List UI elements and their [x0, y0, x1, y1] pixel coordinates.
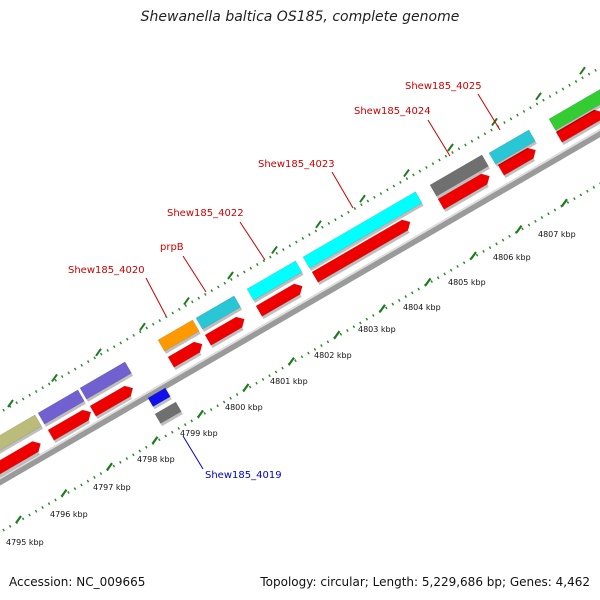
scale-label: 4803 kbp	[358, 325, 396, 334]
accession-text: Accession: NC_009665	[9, 575, 146, 589]
reverse-gene-6	[311, 219, 411, 285]
scale-label: 4798 kbp	[137, 455, 175, 464]
scale-label: 4795 kbp	[6, 538, 44, 547]
leader-line	[239, 221, 266, 261]
backbone-shadow	[0, 128, 600, 480]
gene-label[interactable]: Shew185_4024	[354, 106, 431, 117]
forward-gene-7	[429, 154, 490, 199]
leader-line	[477, 93, 501, 131]
backbone-line	[0, 130, 600, 486]
scale-label: 4806 kbp	[493, 253, 531, 262]
gene-label[interactable]: Shew185_4023	[258, 159, 335, 170]
outer-tick-row	[0, 66, 600, 414]
gene-label[interactable]: Shew185_4019	[205, 470, 282, 481]
topology-text: Topology: circular; Length: 5,229,686 bp…	[260, 575, 590, 589]
gene-label[interactable]: Shew185_4022	[167, 208, 244, 219]
reverse-gene-7	[437, 173, 490, 212]
forward-gene-4	[195, 295, 243, 332]
gene-labels: Shew185_4020 prpB Shew185_4022 Shew185_4023…	[68, 81, 501, 481]
leader-line	[182, 435, 204, 470]
leader-line	[331, 171, 354, 209]
scale-label: 4800 kbp	[225, 403, 263, 412]
scale-label: 4796 kbp	[50, 510, 88, 519]
reverse-gene-1	[47, 409, 92, 443]
scale-label: 4805 kbp	[448, 278, 486, 287]
leader-line	[182, 255, 207, 293]
forward-gene-2	[79, 361, 134, 402]
gene-features	[0, 88, 600, 479]
forward-gene-1	[37, 389, 86, 427]
forward-gene-8	[488, 129, 537, 167]
scale-label: 4804 kbp	[403, 303, 441, 312]
scale-label: 4799 kbp	[180, 429, 218, 438]
gene-label[interactable]: prpB	[160, 242, 184, 253]
forward-gene-5	[246, 260, 304, 303]
leader-line	[145, 277, 167, 317]
scale-major-ticks	[7, 66, 586, 524]
gene-grey-small	[154, 401, 183, 427]
leader-line	[427, 119, 451, 157]
scale-tick-row	[0, 182, 600, 534]
gene-label[interactable]: Shew185_4020	[68, 265, 145, 276]
reverse-gene-9	[555, 109, 600, 145]
reverse-gene-0	[0, 441, 41, 479]
reverse-gene-3	[167, 341, 203, 370]
reverse-gene-4	[204, 316, 245, 348]
map-title: Shewanella baltica OS185, complete genom…	[140, 9, 460, 25]
forward-gene-0	[0, 414, 44, 455]
forward-gene-6	[302, 191, 424, 271]
forward-gene-3	[157, 319, 201, 354]
scale-labels: 4795 kbp 4796 kbp 4797 kbp 4798 kbp 4799 kbp…	[6, 230, 576, 547]
reverse-gene-2	[89, 385, 134, 419]
forward-gene-9	[548, 88, 600, 133]
gene-blue-4019	[147, 387, 172, 410]
scale-label: 4801 kbp	[270, 377, 308, 386]
gene-label[interactable]: Shew185_4025	[405, 81, 482, 92]
scale-label: 4797 kbp	[93, 483, 131, 492]
scale-label: 4802 kbp	[314, 351, 352, 360]
scale-label: 4807 kbp	[538, 230, 576, 239]
reverse-gene-8	[497, 147, 536, 178]
reverse-gene-5	[255, 283, 303, 319]
